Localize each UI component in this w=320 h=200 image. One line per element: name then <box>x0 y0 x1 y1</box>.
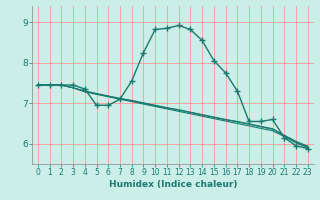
X-axis label: Humidex (Indice chaleur): Humidex (Indice chaleur) <box>108 180 237 189</box>
